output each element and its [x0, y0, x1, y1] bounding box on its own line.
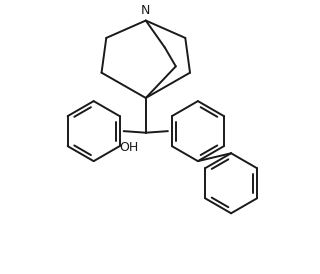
Text: OH: OH: [119, 141, 138, 154]
Text: N: N: [141, 4, 150, 17]
